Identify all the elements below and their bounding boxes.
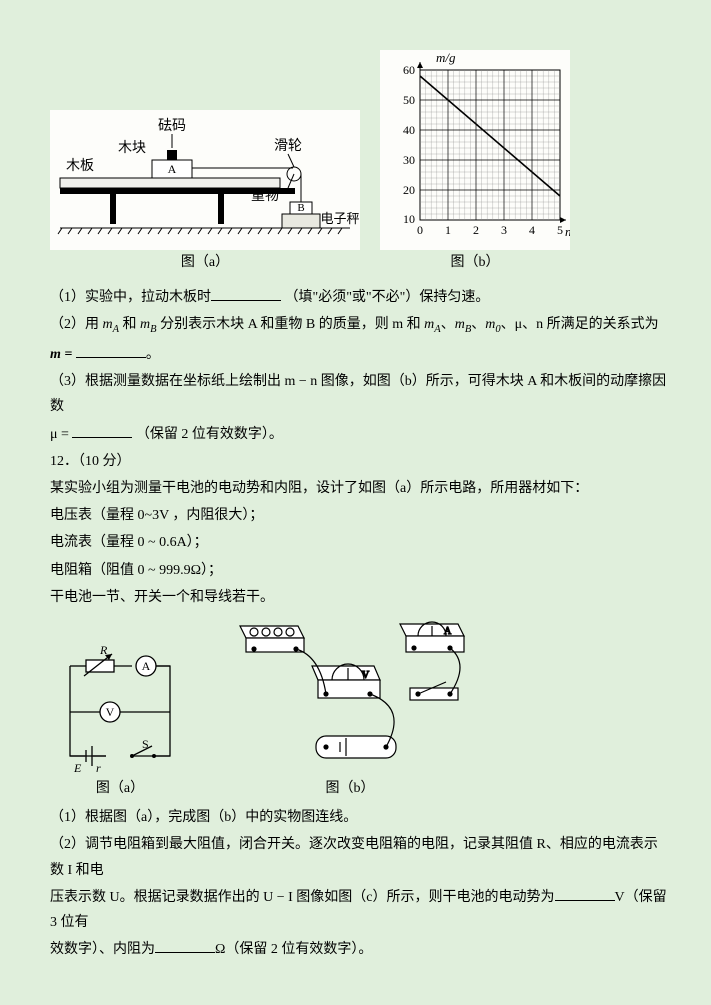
figure-b-caption: 图（b）: [451, 250, 500, 275]
figure-a: A B 砝码 木块 木板 滑轮: [50, 110, 360, 275]
q3-text3: （保留 2 位有效数字）。: [136, 427, 283, 442]
q12-line1: 电压表（量程 0~3V ，内阻很大）；: [50, 503, 671, 528]
circuit-row: R A V E r S 图（a）: [50, 616, 671, 801]
circuit-b-caption: 图（b）: [326, 776, 375, 801]
svg-text:木块: 木块: [118, 140, 146, 156]
svg-text:A: A: [168, 162, 177, 176]
q12-2-line3: 效数字）、内阻为 Ω（保留 2 位有效数字）。: [50, 937, 671, 962]
svg-text:0: 0: [417, 223, 423, 237]
svg-text:1: 1: [445, 223, 451, 237]
svg-text:40: 40: [403, 123, 415, 137]
q12-2-blank1: [555, 900, 615, 901]
q12-2-text4: 效数字）、内阻为: [50, 942, 155, 957]
q2-mA2: mA: [424, 317, 441, 332]
figure-b: 60 50 40 30 20 10 0 1 2 3 4 5 m/g n: [380, 50, 570, 275]
q12-num: 12．（10 分）: [50, 449, 671, 474]
svg-text:木板: 木板: [66, 158, 94, 174]
svg-text:4: 4: [529, 223, 535, 237]
q12-2-text2: 压表示数 U。根据记录数据作出的 U − I 图像如图（c）所示，则干电池的电动…: [50, 890, 555, 905]
circuit-b-svg: A V: [220, 616, 480, 776]
q2-m0: m0: [485, 317, 500, 332]
q12-line4: 干电池一节、开关一个和导线若干。: [50, 585, 671, 610]
svg-text:B: B: [297, 202, 304, 214]
graph-svg: 60 50 40 30 20 10 0 1 2 3 4 5 m/g n: [380, 50, 570, 250]
svg-text:重物: 重物: [251, 188, 279, 204]
circuit-a: R A V E r S 图（a）: [50, 646, 190, 801]
q1-blank: [211, 300, 281, 301]
circuit-a-caption: 图（a）: [96, 776, 144, 801]
q2-mA: mA: [103, 317, 120, 332]
q2-mB: mB: [140, 317, 157, 332]
q12-line3: 电阻箱（阻值 0 ~ 999.9Ω）；: [50, 558, 671, 583]
q12-2-line1: （2）调节电阻箱到最大阻值，闭合开关。逐次改变电阻箱的电阻，记录其阻值 R、相应…: [50, 832, 671, 882]
svg-text:滑轮: 滑轮: [274, 137, 302, 154]
q12-2-text5: Ω（保留 2 位有效数字）。: [215, 942, 372, 957]
circuit-a-svg: R A V E r S: [50, 646, 190, 776]
figures-row: A B 砝码 木块 木板 滑轮: [50, 50, 671, 275]
svg-text:R: R: [99, 646, 108, 657]
svg-text:50: 50: [403, 93, 415, 107]
svg-text:砝码: 砝码: [158, 118, 186, 134]
q12-2-line2: 压表示数 U。根据记录数据作出的 U − I 图像如图（c）所示，则干电池的电动…: [50, 885, 671, 935]
question-2: （2）用 mA 和 mB 分别表示木块 A 和重物 B 的质量，则 m 和 mA…: [50, 312, 671, 340]
q12-2-blank2: [155, 952, 215, 953]
svg-text:5: 5: [557, 223, 563, 237]
svg-text:m/g: m/g: [436, 50, 456, 65]
svg-text:S: S: [142, 737, 149, 751]
question-2-eq: m = 。: [50, 342, 671, 367]
q3-blank: [72, 437, 132, 438]
q2-equals: m =: [50, 347, 72, 362]
svg-text:V: V: [362, 670, 370, 681]
q2-text5: 、μ、n 所满足的关系式为: [501, 317, 659, 332]
q12-1: （1）根据图（a），完成图（b）中的实物图连线。: [50, 805, 671, 830]
svg-text:A: A: [444, 626, 452, 637]
q3-mu: μ =: [50, 427, 69, 442]
question-3-line2: μ = （保留 2 位有效数字）。: [50, 422, 671, 447]
q12-intro: 某实验小组为测量干电池的电动势和内阻，设计了如图（a）所示电路，所用器材如下：: [50, 476, 671, 501]
q2-text1: （2）用: [50, 317, 103, 332]
svg-text:E: E: [73, 761, 82, 775]
page-content: A B 砝码 木块 木板 滑轮: [0, 0, 711, 1004]
svg-text:2: 2: [473, 223, 479, 237]
q2-text3: 分别表示木块 A 和重物 B 的质量，则 m 和: [157, 317, 425, 332]
svg-text:3: 3: [501, 223, 507, 237]
setup-svg: A B 砝码 木块 木板 滑轮: [50, 110, 360, 250]
q12-line2: 电流表（量程 0 ~ 0.6A）；: [50, 530, 671, 555]
question-1: （1）实验中，拉动木板时 （填"必须"或"不必"）保持匀速。: [50, 285, 671, 310]
q1-text1: （1）实验中，拉动木板时: [50, 290, 211, 305]
svg-text:r: r: [96, 761, 101, 775]
svg-text:n: n: [565, 224, 570, 239]
question-3-line1: （3）根据测量数据在坐标纸上绘制出 m − n 图像，如图（b）所示，可得木块 …: [50, 369, 671, 419]
svg-text:电子秤: 电子秤: [320, 211, 359, 226]
svg-text:30: 30: [403, 153, 415, 167]
svg-text:20: 20: [403, 183, 415, 197]
q1-text2: （填"必须"或"不必"）保持匀速。: [285, 290, 490, 305]
q2-mB2: mB: [455, 317, 472, 332]
svg-text:A: A: [142, 659, 151, 673]
q2-text2: 和: [119, 317, 140, 332]
svg-text:V: V: [106, 705, 115, 719]
svg-text:10: 10: [403, 212, 415, 226]
figure-a-caption: 图（a）: [181, 250, 229, 275]
svg-text:60: 60: [403, 63, 415, 77]
circuit-b: A V: [220, 616, 480, 801]
q2-blank: [76, 357, 146, 358]
